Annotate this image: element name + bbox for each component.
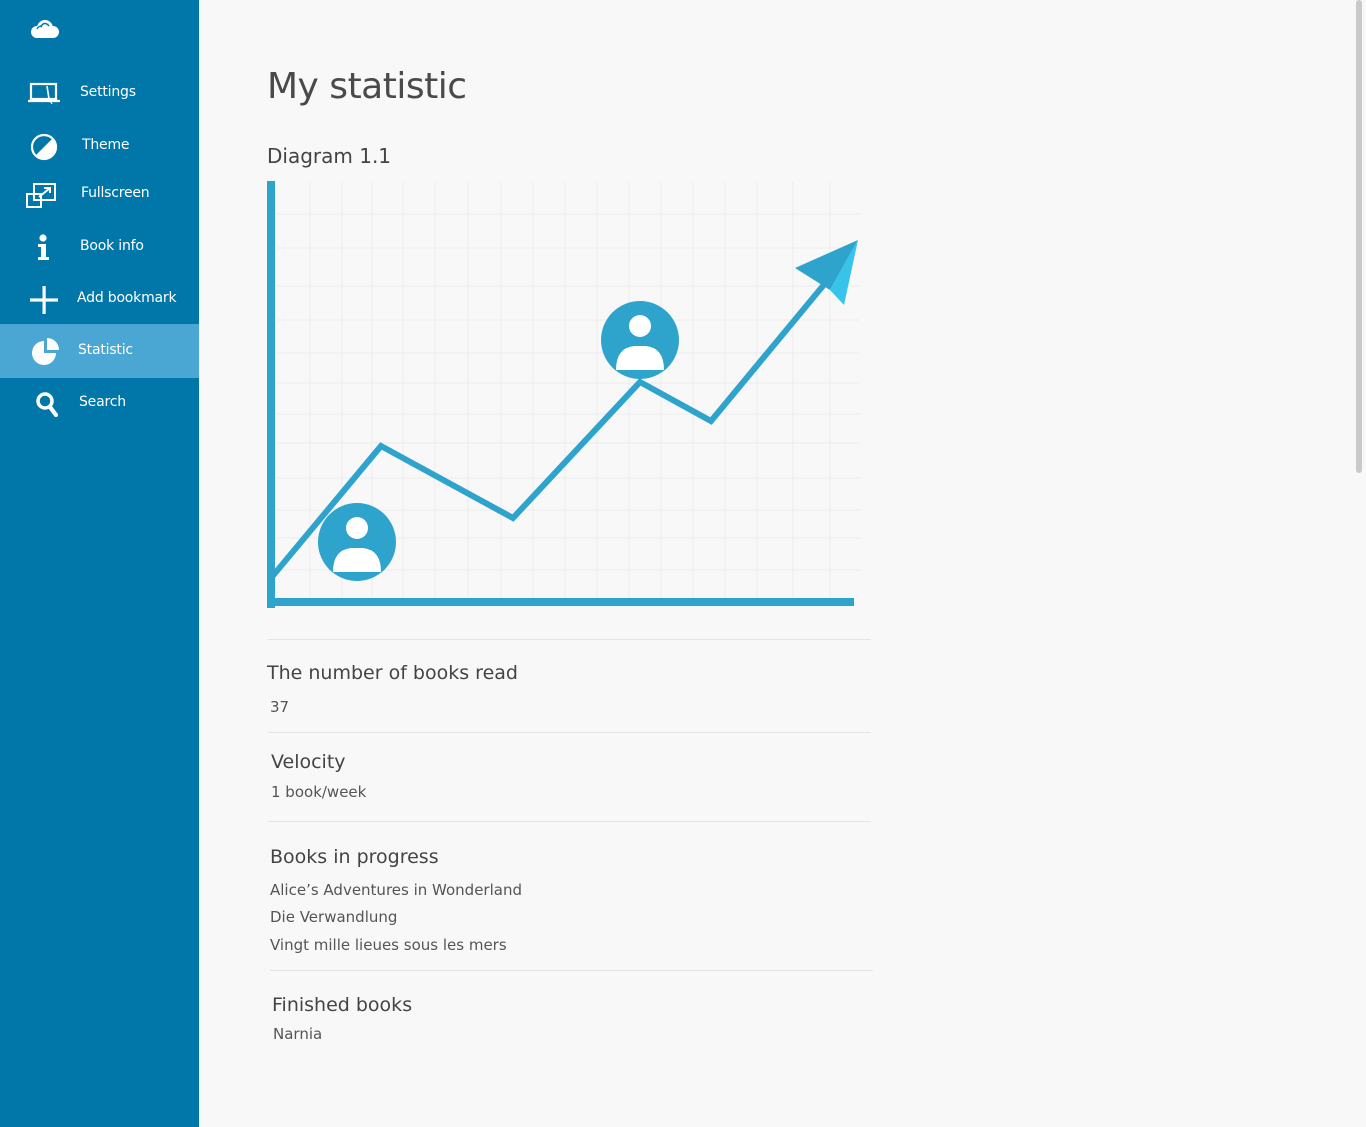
fullscreen-icon [26,183,56,208]
cloud-icon[interactable] [27,18,63,42]
diagram-title: Diagram 1.1 [267,144,392,168]
user-avatar-icon [318,503,396,581]
divider [268,639,871,640]
sidebar-item-label: Theme [82,137,130,153]
book-item[interactable]: Alice’s Adventures in Wonderland [270,881,522,899]
main-content: My statistic Diagram 1.1 [199,0,1366,1127]
stat-value: 1 book/week [271,783,367,801]
trend-arrow-icon [795,240,858,305]
book-item[interactable]: Narnia [273,1025,323,1043]
page-title: My statistic [267,66,467,107]
sidebar-item-add-bookmark[interactable]: Add bookmark [0,272,199,325]
info-icon [38,234,49,260]
divider [268,821,871,822]
stat-value: 37 [270,698,290,716]
book-item[interactable]: Vingt mille lieues sous les mers [270,936,507,954]
sidebar-item-fullscreen[interactable]: Fullscreen [0,167,199,220]
stat-title: The number of books read [267,662,518,684]
sidebar-item-label: Add bookmark [77,290,177,306]
sidebar-item-book-info[interactable]: Book info [0,220,199,273]
stat-title: Velocity [271,751,346,773]
x-axis [267,598,854,606]
stat-title: Finished books [272,994,413,1016]
stat-title: Books in progress [270,846,439,868]
search-icon [36,392,59,418]
sidebar-item-statistic[interactable]: Statistic [0,324,199,378]
divider [268,732,871,733]
scrollbar[interactable] [1356,0,1362,473]
sidebar-item-settings[interactable]: Settings [0,66,199,119]
plus-icon [30,286,58,314]
y-axis [267,181,275,608]
sidebar-item-label: Fullscreen [81,185,150,201]
sidebar-item-label: Search [79,394,126,410]
sidebar-item-theme[interactable]: Theme [0,119,199,172]
trend-line [268,279,830,580]
book-item[interactable]: Die Verwandlung [270,908,398,926]
sidebar-item-label: Book info [80,238,144,254]
sidebar-item-search[interactable]: Search [0,376,199,429]
sidebar-item-label: Settings [80,84,136,100]
half-circle-theme-icon [30,133,58,161]
user-avatar-icon [601,301,679,379]
sidebar-item-label: Statistic [78,342,133,358]
divider [270,970,873,971]
pie-chart-icon [32,338,59,365]
reading-progress-diagram [267,181,859,608]
sidebar: Settings Theme Fullscreen Book info Add … [0,0,199,1127]
laptop-settings-icon [28,82,60,105]
